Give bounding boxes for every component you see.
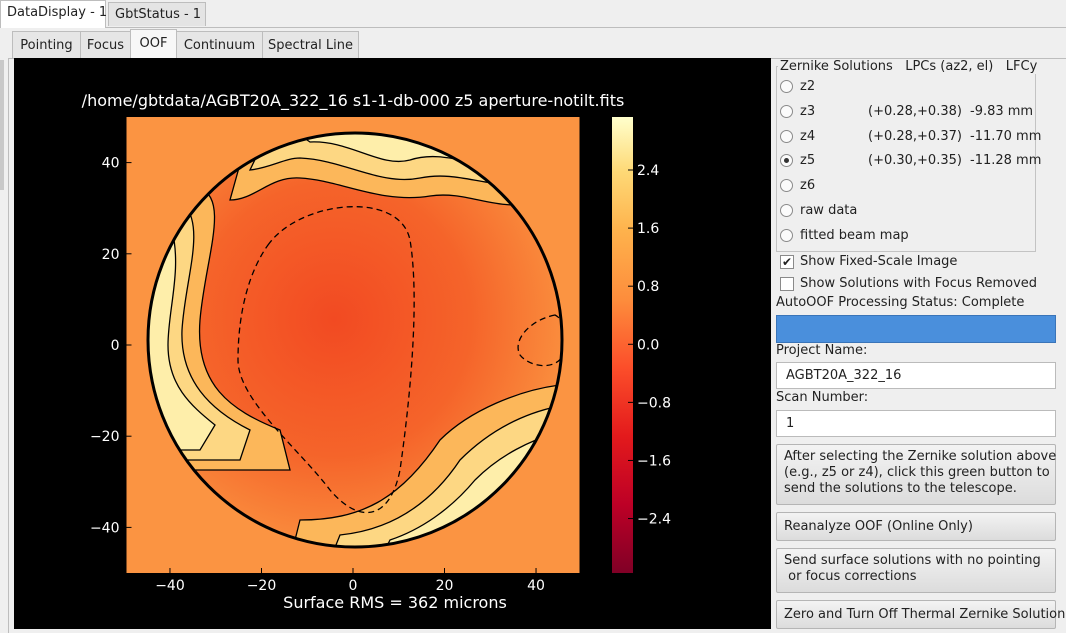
y-tick-label: 40 (102, 156, 120, 172)
y-tick-label: −20 (90, 429, 120, 445)
button-text: or focus corrections (784, 569, 917, 584)
radio-row[interactable]: fitted beam map (778, 226, 1033, 246)
colorbar-tick-label: 0.0 (637, 337, 659, 353)
x-tick-label: −20 (247, 578, 277, 594)
button-text: (e.g., z5 or z4), click this green butto… (784, 465, 1050, 480)
y-tick-label: −40 (90, 520, 120, 536)
button[interactable]: Reanalyze OOF (Online Only) (776, 512, 1056, 541)
radio-row[interactable]: z5 (+0.30,+0.35) -11.28 mm (778, 151, 1041, 171)
button-text: Zero and Turn Off Thermal Zernike Soluti… (784, 607, 1066, 622)
checkbox: ✔ (780, 255, 794, 269)
colorbar-tick-label: −1.6 (637, 453, 671, 469)
button[interactable]: Zero and Turn Off Thermal Zernike Soluti… (776, 600, 1066, 629)
radio (780, 80, 793, 93)
radio-label: z4 (800, 128, 816, 144)
colorbar-tick-label: 2.4 (637, 163, 659, 179)
radio-row[interactable]: z2 (778, 77, 1033, 97)
button-text: send the solutions to the telescope. (784, 481, 1017, 496)
subtab[interactable]: Pointing (12, 31, 81, 58)
scan-input[interactable]: 1 (776, 410, 1056, 437)
colorbar-tick-label: 1.6 (637, 221, 659, 237)
oof-plot: /home/gbtdata/AGBT20A_322_16 s1-1-db-000… (14, 58, 771, 629)
tab[interactable]: GbtStatus - 1 (108, 2, 206, 26)
button[interactable]: After selecting the Zernike solution abo… (776, 444, 1056, 505)
colorbar (612, 117, 633, 573)
checkbox (780, 277, 794, 291)
radio-label: z5 (800, 153, 816, 169)
header-text: LPCs (az2, el) (905, 59, 994, 74)
colorbar-tick-label: −2.4 (637, 512, 671, 528)
subtab[interactable]: Continuum (176, 31, 263, 58)
subtab[interactable]: Spectral Line (262, 31, 359, 58)
radio-label: z6 (800, 178, 816, 194)
tab[interactable]: DataDisplay - 1 (0, 0, 107, 28)
subtab[interactable]: OOF (130, 29, 177, 59)
colorbar-tick-label: −0.8 (637, 395, 671, 411)
x-tick-label: 20 (436, 578, 454, 594)
radio-row[interactable]: z3 (+0.28,+0.38) -9.83 mm (778, 102, 1033, 122)
button-text: Reanalyze OOF (Online Only) (784, 519, 973, 534)
button-text: Send surface solutions with no pointing (784, 553, 1041, 568)
checkbox-label: Show Fixed-Scale Image (800, 254, 958, 269)
x-tick-label: −40 (155, 578, 185, 594)
lfc-value: -11.28 mm (970, 153, 1042, 169)
lfc-value: -11.70 mm (970, 128, 1042, 144)
radio (780, 204, 793, 217)
x-tick-label: 0 (349, 578, 358, 594)
radio-label: fitted beam map (800, 227, 909, 243)
lpc-value: (+0.30,+0.35) (868, 153, 962, 169)
project-input[interactable]: AGBT20A_322_16 (776, 362, 1056, 389)
radio-label: raw data (800, 203, 858, 218)
zernike-header: Zernike Solutions LPCs (az2, el) LFCy (778, 59, 1040, 74)
checkbox-label: Show Solutions with Focus Removed (800, 276, 1038, 291)
field-label: Scan Number: (776, 390, 869, 405)
radio-row[interactable]: raw data (778, 201, 1033, 221)
status-text: AutoOOF Processing Status: Complete (776, 295, 1025, 310)
status-bar (776, 315, 1056, 343)
radio (780, 228, 793, 242)
radio-row[interactable]: z4 (+0.28,+0.37) -11.70 mm (778, 127, 1041, 147)
radio (780, 179, 793, 193)
splitter (0, 60, 4, 190)
lfc-value: -9.83 mm (970, 103, 1034, 119)
button-text: After selecting the Zernike solution abo… (784, 449, 1057, 464)
radio-row[interactable]: z6 (778, 176, 1033, 196)
lpc-value: (+0.28,+0.38) (868, 103, 962, 119)
radio (780, 104, 793, 118)
lpc-value: (+0.28,+0.37) (868, 128, 962, 144)
tab-bar-line (0, 27, 1066, 28)
x-axis-label: Surface RMS = 362 microns (283, 593, 507, 612)
y-tick-label: 0 (111, 338, 120, 354)
radio (780, 129, 793, 143)
header-text: LFCy (1005, 59, 1038, 74)
radio-label: z2 (800, 79, 816, 94)
plot-title: /home/gbtdata/AGBT20A_322_16 s1-1-db-000… (82, 91, 625, 111)
y-tick-label: 20 (102, 247, 120, 263)
radio-label: z3 (800, 103, 816, 119)
field-label: Project Name: (776, 343, 868, 358)
button[interactable]: Send surface solutions with no pointing … (776, 548, 1056, 593)
radio (780, 154, 793, 168)
x-tick-label: 40 (527, 578, 545, 594)
subtab[interactable]: Focus (80, 31, 131, 58)
colorbar-tick-label: 0.8 (637, 279, 659, 295)
header-text: Zernike Solutions (780, 59, 893, 74)
